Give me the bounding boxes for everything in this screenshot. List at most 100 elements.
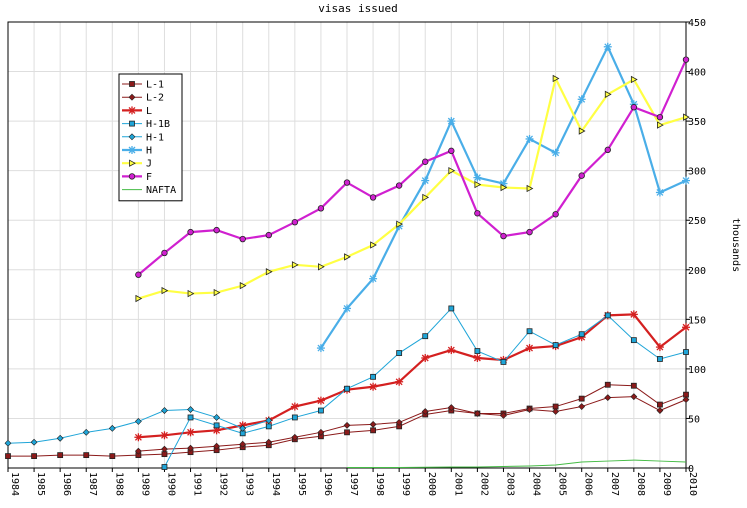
data-point-l-2 bbox=[447, 404, 455, 411]
data-point-l bbox=[682, 323, 690, 332]
x-tick-label: 1985 bbox=[35, 472, 46, 496]
y-tick-label: 400 bbox=[688, 68, 706, 79]
x-tick-label: 1997 bbox=[348, 472, 359, 496]
legend-item-l-2: L-2 bbox=[122, 93, 164, 104]
data-point-f bbox=[395, 182, 403, 189]
legend-marker bbox=[128, 173, 136, 180]
x-tick-label: 2005 bbox=[557, 472, 568, 496]
data-point-j bbox=[683, 113, 690, 121]
data-point-l bbox=[629, 310, 638, 319]
data-point-l-1 bbox=[657, 401, 663, 408]
chart-title: visas issued bbox=[318, 2, 397, 15]
legend-item-l-1: L-1 bbox=[122, 80, 164, 91]
data-point-f bbox=[291, 219, 299, 226]
data-point-h-1 bbox=[4, 439, 12, 447]
legend-label: H-1 bbox=[146, 132, 164, 143]
legend-item-h: H bbox=[122, 146, 152, 157]
series bbox=[4, 42, 690, 470]
series-line-j bbox=[138, 75, 687, 300]
data-point-l-1 bbox=[370, 427, 376, 434]
x-tick-label: 2009 bbox=[661, 472, 672, 496]
data-point-j bbox=[344, 253, 351, 261]
data-point-j bbox=[448, 166, 456, 175]
x-axis: 1984 1985 1986 1987 1988 1989 1990 1991 1992 1993… bbox=[7, 468, 698, 496]
y-axis-label: thousands bbox=[730, 218, 741, 272]
data-point-j bbox=[161, 286, 169, 295]
data-point-f bbox=[161, 249, 168, 257]
data-point-l-1 bbox=[57, 452, 64, 459]
y-tick-label: 300 bbox=[688, 167, 706, 178]
y-axis: 0 50 100 150 200 250 300 350 400 450 bbox=[686, 18, 706, 475]
data-point-h-1b bbox=[683, 349, 689, 355]
data-point-f bbox=[317, 205, 325, 212]
y-tick-label: 50 bbox=[688, 414, 700, 425]
data-point-h bbox=[551, 148, 560, 157]
data-point-h-1b bbox=[604, 312, 611, 319]
data-point-h bbox=[655, 188, 664, 197]
data-point-f bbox=[552, 211, 559, 218]
legend-label: NAFTA bbox=[146, 185, 176, 196]
x-tick-label: 1996 bbox=[322, 472, 333, 496]
data-point-j bbox=[187, 289, 195, 298]
legend-item-h-1b: H-1B bbox=[122, 119, 170, 130]
data-point-h-1b bbox=[422, 333, 429, 340]
legend-marker bbox=[128, 93, 136, 101]
legend-label: J bbox=[146, 159, 152, 170]
legend-item-f: F bbox=[122, 172, 152, 183]
data-point-j bbox=[396, 220, 403, 228]
series-l-2 bbox=[134, 393, 690, 455]
data-point-h-1b bbox=[344, 385, 350, 392]
data-point-h-1b bbox=[370, 373, 376, 380]
data-point-l-2 bbox=[317, 428, 325, 436]
data-point-f bbox=[213, 226, 220, 234]
data-point-l-2 bbox=[161, 445, 168, 453]
data-point-h bbox=[682, 176, 690, 185]
data-point-l bbox=[134, 433, 143, 442]
data-point-l bbox=[290, 402, 299, 411]
data-point-l-1 bbox=[31, 453, 37, 460]
series-j bbox=[135, 74, 690, 303]
data-point-h-1 bbox=[82, 428, 90, 436]
data-point-h-1 bbox=[108, 424, 116, 432]
data-point-j bbox=[422, 193, 430, 202]
data-point-h-1b bbox=[187, 414, 194, 421]
x-tick-label: 2004 bbox=[531, 472, 542, 496]
legend: L-1 L-2 L H-1B H-1 HJF NAFTA bbox=[118, 73, 183, 202]
legend-marker bbox=[129, 159, 136, 167]
legend-label: H bbox=[146, 146, 152, 157]
series-nafta bbox=[347, 459, 687, 469]
data-point-j bbox=[526, 184, 534, 193]
x-tick-label: 2010 bbox=[687, 472, 698, 496]
legend-item-j: J bbox=[122, 159, 152, 170]
data-point-l-1 bbox=[83, 452, 90, 459]
data-point-l-2 bbox=[343, 421, 351, 429]
data-point-l-2 bbox=[682, 396, 690, 404]
x-tick-label: 1988 bbox=[113, 472, 124, 496]
data-point-h-1 bbox=[213, 414, 221, 421]
data-point-f bbox=[343, 179, 351, 186]
data-point-l bbox=[655, 343, 664, 352]
data-point-f bbox=[448, 147, 455, 155]
x-tick-label: 1992 bbox=[218, 472, 229, 496]
data-point-j bbox=[213, 288, 221, 297]
data-point-f bbox=[500, 232, 507, 240]
data-point-l-1 bbox=[578, 395, 585, 402]
x-tick-label: 2006 bbox=[583, 472, 594, 496]
data-point-h-1b bbox=[578, 331, 585, 338]
data-point-j bbox=[474, 180, 482, 189]
data-point-f bbox=[656, 113, 664, 121]
data-point-h bbox=[343, 304, 351, 313]
legend-label: L bbox=[146, 106, 152, 117]
data-point-h-1b bbox=[448, 305, 455, 312]
x-tick-label: 2003 bbox=[504, 472, 515, 496]
y-tick-label: 250 bbox=[688, 216, 706, 227]
series-line-nafta bbox=[347, 459, 687, 469]
data-point-f bbox=[135, 271, 142, 278]
x-tick-label: 1987 bbox=[87, 472, 98, 496]
data-point-f bbox=[578, 172, 585, 179]
x-tick-label: 1991 bbox=[192, 472, 203, 496]
y-tick-label: 150 bbox=[688, 315, 706, 326]
data-point-h-1 bbox=[187, 406, 194, 413]
data-point-h-1 bbox=[239, 424, 247, 432]
